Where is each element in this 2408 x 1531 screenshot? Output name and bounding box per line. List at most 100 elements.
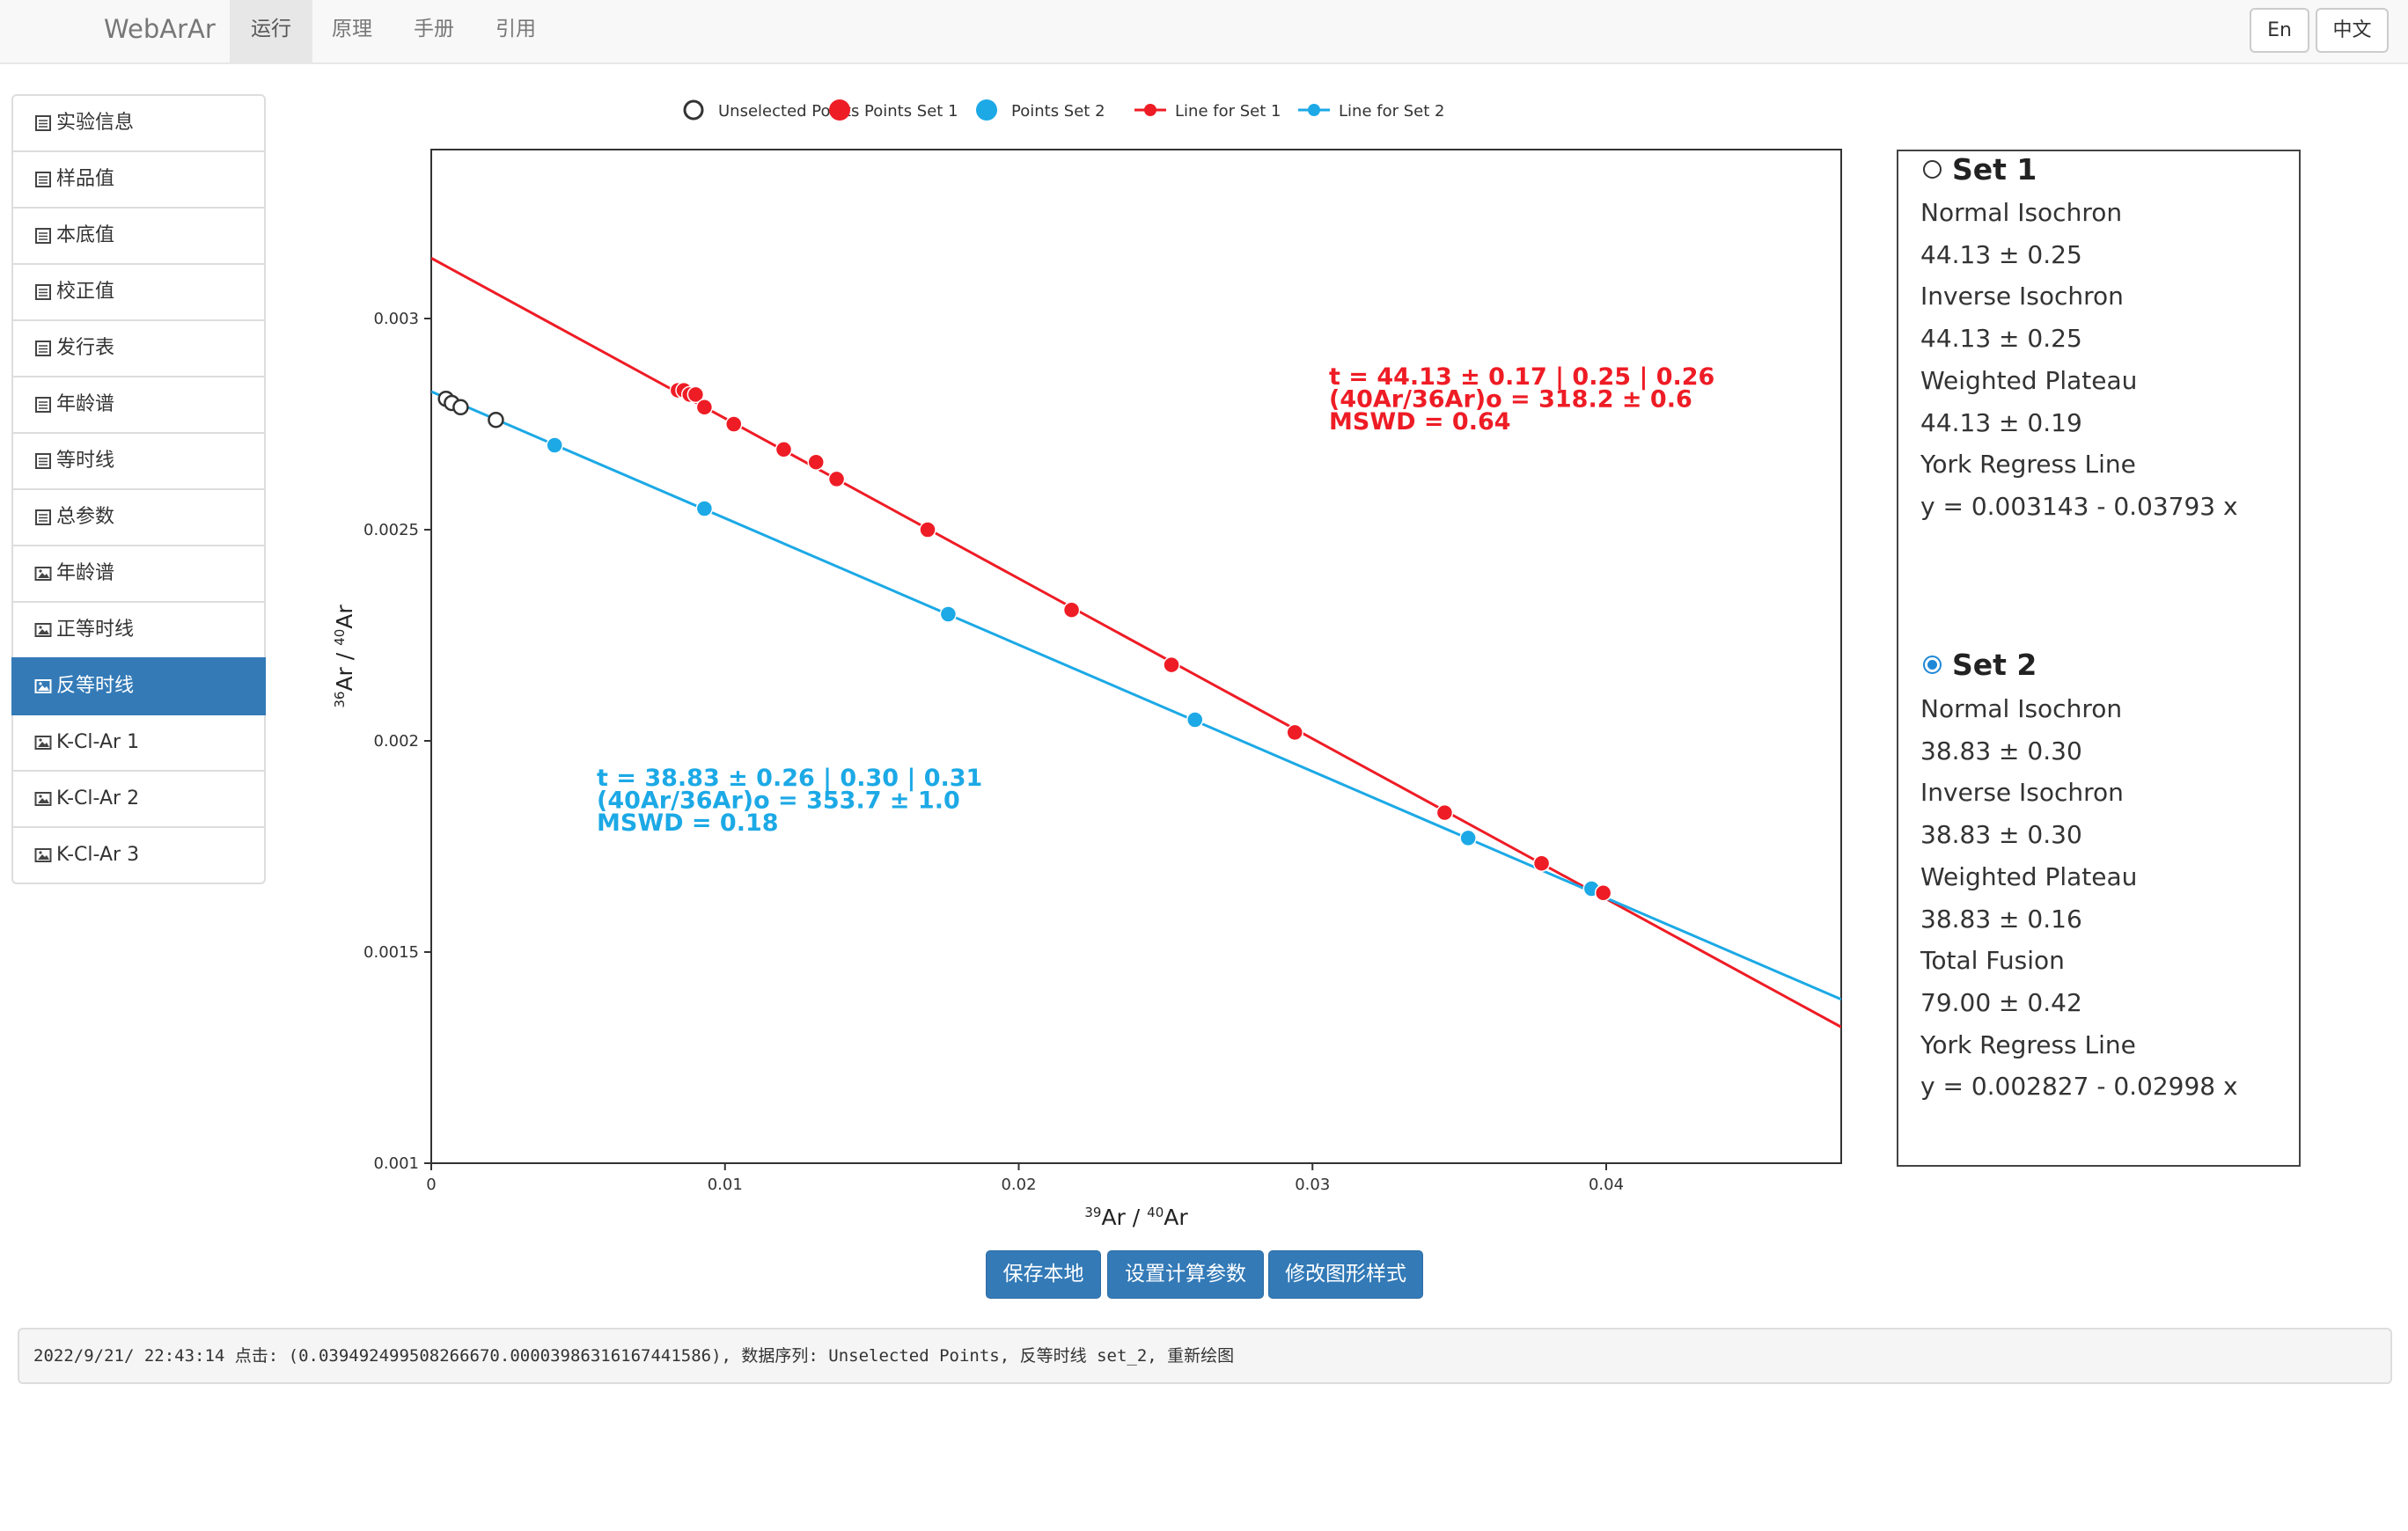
set2-point[interactable]: [1186, 711, 1204, 729]
set1-point[interactable]: [1594, 884, 1612, 902]
table-icon: [34, 114, 52, 132]
sidebar-item[interactable]: 年龄谱: [11, 376, 266, 434]
picture-icon: [34, 734, 52, 751]
legend-unselected-marker[interactable]: [683, 99, 704, 121]
set1-result-line: York Regress Line: [1920, 450, 2136, 480]
set2-result-line: Normal Isochron: [1920, 694, 2123, 723]
picture-icon: [34, 790, 52, 808]
set2-point[interactable]: [546, 436, 563, 454]
set1-point[interactable]: [1435, 803, 1454, 822]
table-icon: [34, 340, 52, 357]
sidebar-item[interactable]: 发行表: [11, 319, 266, 377]
lang-en-button[interactable]: En: [2250, 8, 2309, 53]
sidebar-item-label: 样品值: [56, 168, 115, 190]
legend-label: Points Set 2: [1011, 102, 1105, 121]
line-set2: [431, 390, 1841, 1001]
table-icon: [34, 452, 52, 470]
set1-header[interactable]: Set 1: [1923, 151, 2037, 187]
legend-line-dot[interactable]: [1308, 104, 1320, 116]
sidebar-item-label: 正等时线: [56, 619, 135, 641]
sidebar-item[interactable]: 样品值: [11, 150, 266, 209]
legend-line-dot[interactable]: [1144, 104, 1156, 116]
set1-radio[interactable]: [1923, 159, 1942, 179]
x-tick-label: 0.01: [708, 1176, 743, 1194]
set1-point[interactable]: [1062, 601, 1081, 619]
y-tick-label: 0.0025: [363, 521, 419, 539]
edit-style-button[interactable]: 修改图形样式: [1268, 1250, 1423, 1299]
set2-point[interactable]: [939, 605, 958, 623]
sidebar-item-label: 实验信息: [56, 112, 135, 134]
sidebar-item[interactable]: 总参数: [11, 488, 266, 546]
sidebar-item[interactable]: K-Cl-Ar 2: [11, 770, 266, 828]
sidebar-item-label: 反等时线: [56, 675, 135, 697]
x-tick-label: 0.02: [1001, 1176, 1036, 1194]
unselected-point[interactable]: [452, 399, 469, 416]
x-tick-label: 0: [426, 1176, 436, 1194]
set2-title: Set 2: [1952, 647, 2037, 682]
nav-run[interactable]: 运行: [230, 0, 312, 62]
set1-result-line: 44.13 ± 0.19: [1920, 407, 2082, 437]
sidebar-item[interactable]: 反等时线: [11, 657, 266, 715]
sidebar-item-label: K-Cl-Ar 1: [56, 731, 140, 753]
sidebar-item[interactable]: 等时线: [11, 432, 266, 490]
chart-svg[interactable]: 0 0.01 0.02 0.03 0.04 0.001 0.0015 0.002 0.0025 0…: [326, 88, 1954, 1232]
table-icon: [34, 171, 52, 188]
legend-set-marker[interactable]: [976, 99, 997, 121]
set1-point[interactable]: [807, 453, 825, 471]
y-tick-label: 0.0015: [363, 943, 419, 962]
set1-point[interactable]: [686, 385, 705, 404]
picture-icon: [34, 846, 52, 864]
set1-title: Set 1: [1952, 151, 2037, 187]
set2-result-line: Weighted Plateau: [1920, 861, 2138, 891]
sidebar-item[interactable]: 正等时线: [11, 601, 266, 659]
set1-point[interactable]: [827, 470, 846, 488]
set2-point[interactable]: [695, 500, 714, 517]
sidebar-item-label: 校正值: [56, 281, 115, 303]
set1-point[interactable]: [1532, 854, 1551, 872]
nav-principle[interactable]: 原理: [332, 18, 372, 40]
status-log: 2022/9/21/ 22:43:14 点击: (0.0394924995082…: [18, 1328, 2392, 1384]
picture-icon: [34, 678, 52, 695]
x-tick-label: 0.03: [1295, 1176, 1330, 1194]
nav-citation[interactable]: 引用: [496, 18, 536, 40]
set1-point[interactable]: [725, 415, 743, 433]
sidebar-item-label: 发行表: [56, 337, 115, 359]
set1-point[interactable]: [919, 521, 936, 538]
brand-logo[interactable]: WebArAr: [104, 14, 216, 44]
set2-radio[interactable]: [1923, 655, 1942, 674]
set1-annotation: (40Ar/36Ar)o = 318.2 ± 0.6: [1329, 386, 1692, 414]
set2-result-line: 38.83 ± 0.30: [1920, 736, 2082, 766]
sidebar-item[interactable]: 实验信息: [11, 94, 266, 152]
y-tick-label: 0.002: [373, 732, 419, 751]
sidebar-item[interactable]: 校正值: [11, 263, 266, 321]
legend-label: Line for Set 2: [1339, 102, 1444, 121]
set1-point[interactable]: [695, 399, 714, 416]
y-tick-label: 0.001: [373, 1154, 419, 1173]
save-local-button[interactable]: 保存本地: [986, 1250, 1101, 1299]
legend-set-marker[interactable]: [829, 99, 850, 121]
set2-header[interactable]: Set 2: [1923, 647, 2037, 682]
sidebar-item[interactable]: K-Cl-Ar 1: [11, 714, 266, 772]
sidebar-item[interactable]: 年龄谱: [11, 545, 266, 603]
y-axis-label: 36Ar / 40Ar: [332, 604, 357, 708]
set1-point[interactable]: [1163, 656, 1180, 674]
plot-frame: [430, 149, 1842, 1164]
set2-result-line: York Regress Line: [1920, 1029, 2136, 1059]
nav-manual[interactable]: 手册: [414, 18, 454, 40]
set1-result-line: Normal Isochron: [1920, 198, 2123, 227]
table-icon: [34, 509, 52, 526]
lang-zh-button[interactable]: 中文: [2316, 8, 2389, 53]
set2-point[interactable]: [1459, 829, 1477, 847]
set1-point[interactable]: [1286, 723, 1303, 742]
legend-label: Line for Set 1: [1175, 102, 1281, 121]
sidebar-item[interactable]: 本底值: [11, 207, 266, 265]
unselected-point[interactable]: [488, 411, 504, 429]
set2-result-line: Inverse Isochron: [1920, 778, 2124, 808]
set-params-button[interactable]: 设置计算参数: [1107, 1250, 1264, 1299]
set1-point[interactable]: [775, 441, 793, 458]
sidebar-item-label: K-Cl-Ar 2: [56, 787, 140, 809]
set2-result-line: y = 0.002827 - 0.02998 x: [1920, 1072, 2238, 1102]
set2-result-line: 79.00 ± 0.42: [1920, 987, 2082, 1017]
sidebar-item[interactable]: K-Cl-Ar 3: [11, 826, 266, 884]
sidebar-item-label: 总参数: [56, 506, 115, 528]
